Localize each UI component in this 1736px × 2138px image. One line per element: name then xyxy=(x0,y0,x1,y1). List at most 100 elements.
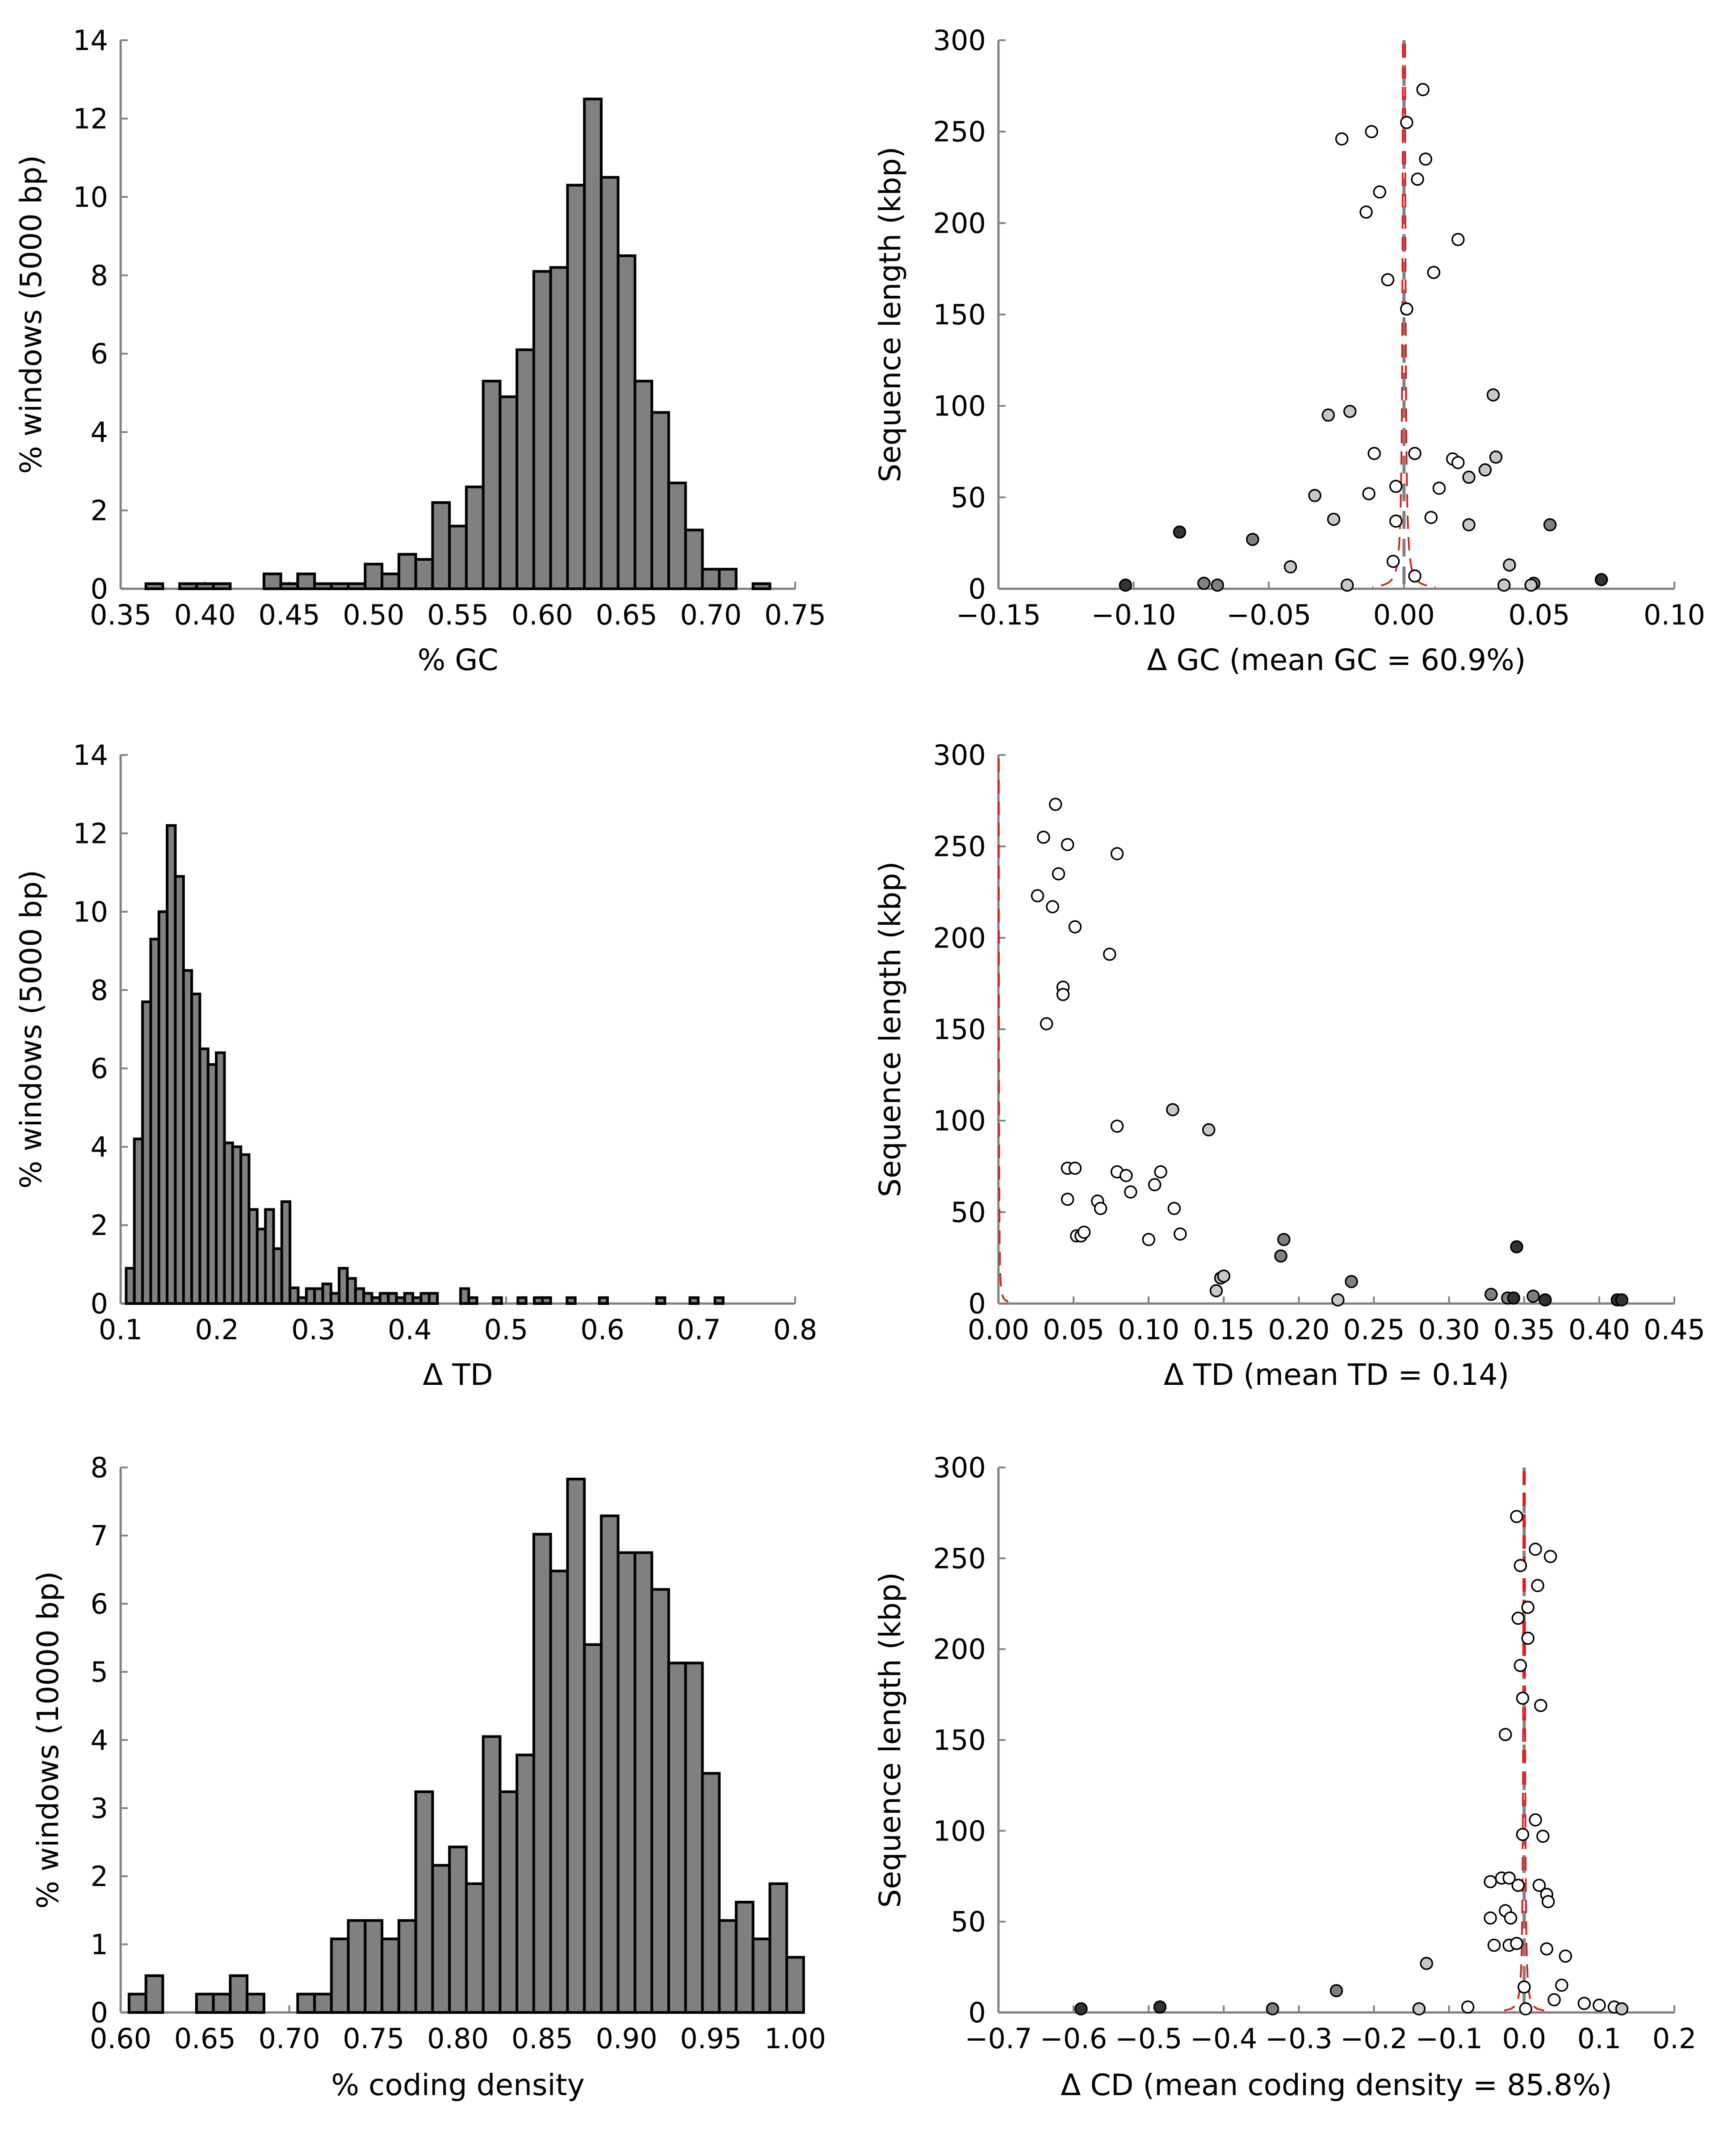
scatter-point xyxy=(1432,482,1446,495)
histogram-bar xyxy=(431,1864,451,2014)
scatter-point xyxy=(1462,518,1476,532)
y-tick-label: 2 xyxy=(91,1209,108,1242)
histogram-bar xyxy=(532,1533,552,2014)
scatter-point xyxy=(1497,579,1511,592)
scatter-point xyxy=(1166,1103,1179,1116)
histogram-bar xyxy=(541,1296,552,1305)
y-tick-label: 0 xyxy=(91,573,108,605)
histogram-bar xyxy=(718,568,738,590)
histogram-bar xyxy=(688,1296,700,1305)
x-tick-label: 0.35 xyxy=(1493,1313,1555,1346)
scatter-point xyxy=(1555,1979,1568,1992)
scatter-point xyxy=(1516,1691,1530,1705)
scatter-point xyxy=(1408,447,1422,460)
y-tick-label: 300 xyxy=(933,1451,986,1484)
histogram-bar xyxy=(598,1296,609,1305)
td-hist-panel: 0.1 0.2 0.3 0.4 0.5 0.6 0.7 0.8 0 2 4 6 8 10 12 14 Δ TD%… xyxy=(14,739,817,1392)
x-tick-label: −0.4 xyxy=(1190,2022,1258,2055)
scatter-point xyxy=(1110,1119,1124,1133)
scatter-point xyxy=(1197,576,1211,590)
histogram-bar xyxy=(751,1937,772,2014)
scatter-point xyxy=(1052,867,1065,880)
threshold-curve xyxy=(998,759,1009,1303)
y-axis-label: Sequence length (kbp) xyxy=(873,1572,907,1907)
scatter-point xyxy=(1451,233,1465,246)
scatter-point xyxy=(1362,487,1375,500)
x-tick-label: 0.5 xyxy=(484,1313,528,1346)
histogram-bar xyxy=(195,582,215,591)
scatter-point xyxy=(1516,1828,1530,1841)
threshold-curve-right xyxy=(1404,44,1436,588)
histogram-bar xyxy=(246,1992,265,2014)
y-tick-label: 6 xyxy=(91,338,108,370)
scatter-point xyxy=(1321,408,1335,422)
y-axis-label: Sequence length (kbp) xyxy=(873,147,907,482)
scatter-point xyxy=(1209,1284,1223,1298)
histogram-bar xyxy=(364,1919,384,2014)
scatter-point xyxy=(1148,1178,1162,1191)
histogram-bar xyxy=(583,97,603,591)
histogram-bar xyxy=(482,380,502,590)
scatter-point xyxy=(1524,579,1538,592)
histogram-bar xyxy=(313,582,333,591)
scatter-point xyxy=(1094,1202,1107,1215)
scatter-point xyxy=(1510,1510,1523,1523)
y-tick-label: 12 xyxy=(73,817,108,850)
x-axis-label: Δ CD (mean coding density = 85.8%) xyxy=(1061,2068,1612,2102)
histogram-bar xyxy=(701,1772,721,2014)
histogram-bar xyxy=(583,1643,603,2014)
x-axis-label: % coding density xyxy=(331,2068,584,2102)
x-tick-label: 0.1 xyxy=(1577,2022,1622,2055)
x-tick-label: 0.85 xyxy=(512,2022,573,2055)
histogram-bar xyxy=(650,1588,670,2014)
x-tick-label: 0.7 xyxy=(677,1313,721,1346)
scatter-point xyxy=(1486,388,1500,402)
x-tick-label: 0.95 xyxy=(680,2022,742,2055)
histogram-bar xyxy=(279,582,299,591)
x-axis-label: Δ GC (mean GC = 60.9%) xyxy=(1147,643,1526,677)
scatter-point xyxy=(1507,1291,1520,1305)
x-tick-label: 0.00 xyxy=(968,1313,1029,1346)
scatter-point xyxy=(1266,2002,1279,2016)
scatter-point xyxy=(1539,1293,1552,1307)
y-tick-label: 12 xyxy=(73,102,108,135)
scatter-point xyxy=(1540,1942,1553,1956)
histogram-bar xyxy=(713,1296,725,1305)
scatter-point xyxy=(1373,185,1387,199)
scatter-point xyxy=(1389,514,1403,528)
scatter-point xyxy=(1202,1123,1216,1136)
scatter-point xyxy=(1420,1957,1433,1970)
y-axis-label: % windows (5000 bp) xyxy=(14,155,48,474)
scatter-point xyxy=(1510,1937,1523,1950)
histogram-bar xyxy=(195,1992,215,2014)
scatter-point xyxy=(1416,83,1430,96)
histogram-bar xyxy=(212,582,232,591)
scatter-point xyxy=(1514,1559,1527,1572)
scatter-point xyxy=(1504,1911,1518,1925)
histogram-bar xyxy=(381,1937,400,2014)
scatter-point xyxy=(1511,1878,1525,1892)
td-scatter-panel: 0.00 0.05 0.10 0.15 0.20 0.25 0.30 0.35 0.40 0.45… xyxy=(873,739,1705,1392)
scatter-point xyxy=(1536,1829,1550,1843)
histogram-bar xyxy=(428,1292,439,1305)
histogram-bar xyxy=(516,1296,528,1305)
y-tick-label: 0 xyxy=(969,1996,986,2029)
x-tick-label: 0.2 xyxy=(195,1313,239,1346)
histogram-bar xyxy=(212,1992,232,2014)
histogram-bar xyxy=(414,1790,434,2014)
scatter-point xyxy=(1343,405,1357,418)
scatter-point xyxy=(1615,2002,1629,2016)
x-axis-label: Δ TD (mean TD = 0.14) xyxy=(1164,1358,1509,1392)
scatter-point xyxy=(1427,266,1441,279)
histogram-bar xyxy=(296,572,316,591)
histogram-bar xyxy=(381,572,400,591)
histogram-bar xyxy=(465,1882,485,2014)
y-tick-label: 1 xyxy=(91,1928,108,1961)
histogram-bar xyxy=(655,1296,667,1305)
histogram-bar xyxy=(144,582,164,591)
scatter-point xyxy=(1541,1895,1555,1908)
x-axis-label: Δ TD xyxy=(423,1358,493,1392)
histogram-bar xyxy=(516,348,535,590)
histogram-bar xyxy=(397,553,417,590)
